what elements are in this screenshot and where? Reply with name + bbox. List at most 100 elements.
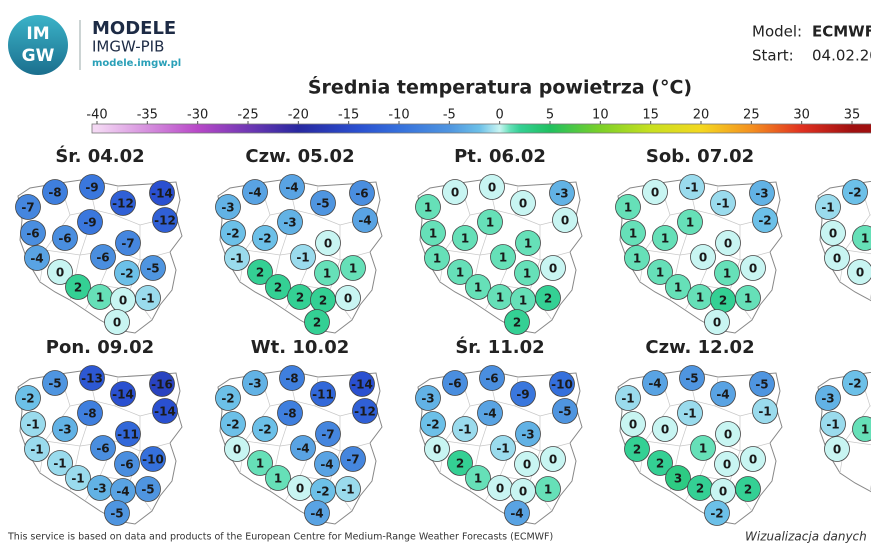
temperature-label: 2 [74, 281, 82, 295]
url[interactable]: modele.imgw.pl [92, 58, 181, 69]
scale-tick-label: 35 [844, 108, 861, 123]
temperature-bubble [115, 230, 141, 256]
temperature-bubble [824, 245, 850, 271]
temperature-label: 0 [724, 237, 732, 251]
temperature-bubble [340, 255, 366, 281]
map-panel: Pon. 09.02-5 -13 -16-2 -14-14-8-1 -3 -11-1 -6-… [15, 337, 183, 526]
temperature-bubble [620, 411, 646, 437]
temperature-label: 0 [324, 237, 332, 251]
temperature-bubble [535, 476, 561, 502]
temperature-bubble [140, 446, 166, 472]
temperature-label: -4 [296, 442, 309, 456]
temperature-label: 1 [499, 251, 507, 265]
temperature-bubble [710, 190, 736, 216]
scale-tick-label: 5 [546, 108, 554, 123]
temperature-label: -1 [826, 418, 839, 432]
scale-tick-label: -30 [187, 108, 208, 123]
temperature-label: 2 [256, 266, 264, 280]
temperature-bubble [715, 230, 741, 256]
temperature-label: 0 [519, 197, 527, 211]
temperature-label: 1 [686, 216, 694, 230]
temperature-label: -7 [346, 453, 359, 467]
temperature-bubble [690, 244, 716, 270]
temperature-bubble [290, 435, 316, 461]
scale-tick-label: -10 [388, 108, 409, 123]
temperature-label: -6 [485, 372, 498, 386]
temperature-label: -1 [230, 252, 243, 266]
temperature-bubble [220, 220, 246, 246]
temperature-bubble [740, 446, 766, 472]
temperature-bubble [752, 207, 778, 233]
temperature-label: -2 [258, 232, 271, 246]
temperature-bubble [65, 274, 91, 300]
map-date: Pt. 06.02 [454, 146, 546, 167]
scale-tick-label: 20 [693, 108, 710, 123]
temperature-bubble [114, 451, 140, 477]
temperature-label: -1 [821, 201, 834, 215]
temperature-label: 0 [829, 227, 837, 241]
temperature-label: -4 [483, 407, 496, 421]
temperature-label: 2 [719, 294, 727, 308]
temperature-label: 0 [651, 186, 659, 200]
temperature-bubble [52, 416, 78, 442]
temperature-bubble [752, 398, 778, 424]
map-date: Wt. 10.02 [251, 337, 350, 358]
temperature-bubble [215, 385, 241, 411]
temperature-label: 1 [674, 281, 682, 295]
scale-tick-label: 30 [793, 108, 810, 123]
temperature-bubble [224, 245, 250, 271]
temperature-bubble [65, 465, 91, 491]
temperature-bubble [740, 255, 766, 281]
region-border [844, 249, 871, 255]
temperature-label: -12 [354, 405, 376, 419]
temperature-bubble [290, 244, 316, 270]
logo [8, 15, 68, 75]
temperature-label: -6 [26, 227, 39, 241]
temperature-bubble [315, 230, 341, 256]
temperature-label: -2 [848, 186, 861, 200]
temperature-label: -5 [558, 405, 571, 419]
temperature-bubble [42, 179, 68, 205]
temperature-bubble [140, 255, 166, 281]
temperature-label: 0 [433, 443, 441, 457]
temperature-label: -6 [96, 251, 109, 265]
temperature-bubble [265, 274, 291, 300]
brand: MODELE [92, 18, 176, 39]
temperature-label: -3 [93, 482, 106, 496]
temperature-label: 0 [629, 418, 637, 432]
temperature-label: -14 [112, 388, 134, 402]
temperature-bubble [452, 416, 478, 442]
temperature-label: -14 [154, 405, 176, 419]
map-date: Sob. 07.02 [646, 146, 754, 167]
temperature-bubble [52, 225, 78, 251]
temperature-label: 0 [549, 262, 557, 276]
scale-tick-label: 25 [743, 108, 760, 123]
temperature-label: -3 [555, 187, 568, 201]
footer-right: Wizualizacja danych [745, 530, 867, 544]
scale-tick-label: 10 [592, 108, 609, 123]
scale-tick-label: -20 [288, 108, 309, 123]
temperature-bubble [415, 385, 441, 411]
temperature-label: -9 [85, 181, 98, 195]
temperature-label: 1 [633, 252, 641, 266]
temperature-label: 2 [513, 316, 521, 330]
temperature-bubble [247, 450, 273, 476]
temperature-label: 0 [519, 485, 527, 499]
temperature-label: -3 [248, 377, 261, 391]
temperature-label: -4 [30, 252, 43, 266]
temperature-bubble [549, 180, 575, 206]
temperature-bubble [424, 245, 450, 271]
footer-left: This service is based on data and produc… [7, 532, 553, 543]
map-date: Czw. 05.02 [245, 146, 354, 167]
temperature-bubble [852, 225, 871, 251]
temperature-label: -12 [112, 197, 134, 211]
temperature-bubble [415, 194, 441, 220]
temperature-label: -2 [758, 214, 771, 228]
temperature-label: -6 [448, 377, 461, 391]
temperature-label: 1 [474, 281, 482, 295]
temperature-bubble [452, 225, 478, 251]
temperature-label: -1 [26, 418, 39, 432]
temperature-label: 1 [744, 292, 752, 306]
temperature-label: 1 [96, 291, 104, 305]
temperature-label: 0 [723, 458, 731, 472]
